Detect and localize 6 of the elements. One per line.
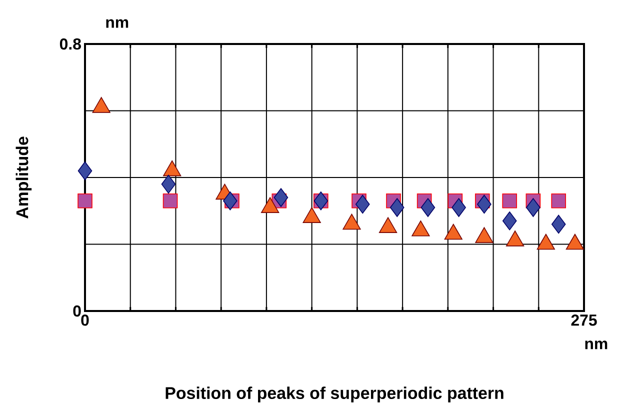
text: nm bbox=[106, 19, 128, 28]
text: nm bbox=[585, 340, 608, 350]
x-axis-title: Position of peaks of superperiodic pattern bbox=[166, 386, 504, 402]
y-axis-title: Amplitude bbox=[16, 136, 32, 218]
y-tick-label: 0.8 bbox=[60, 38, 81, 50]
x-tick-label: 275 bbox=[571, 314, 597, 326]
